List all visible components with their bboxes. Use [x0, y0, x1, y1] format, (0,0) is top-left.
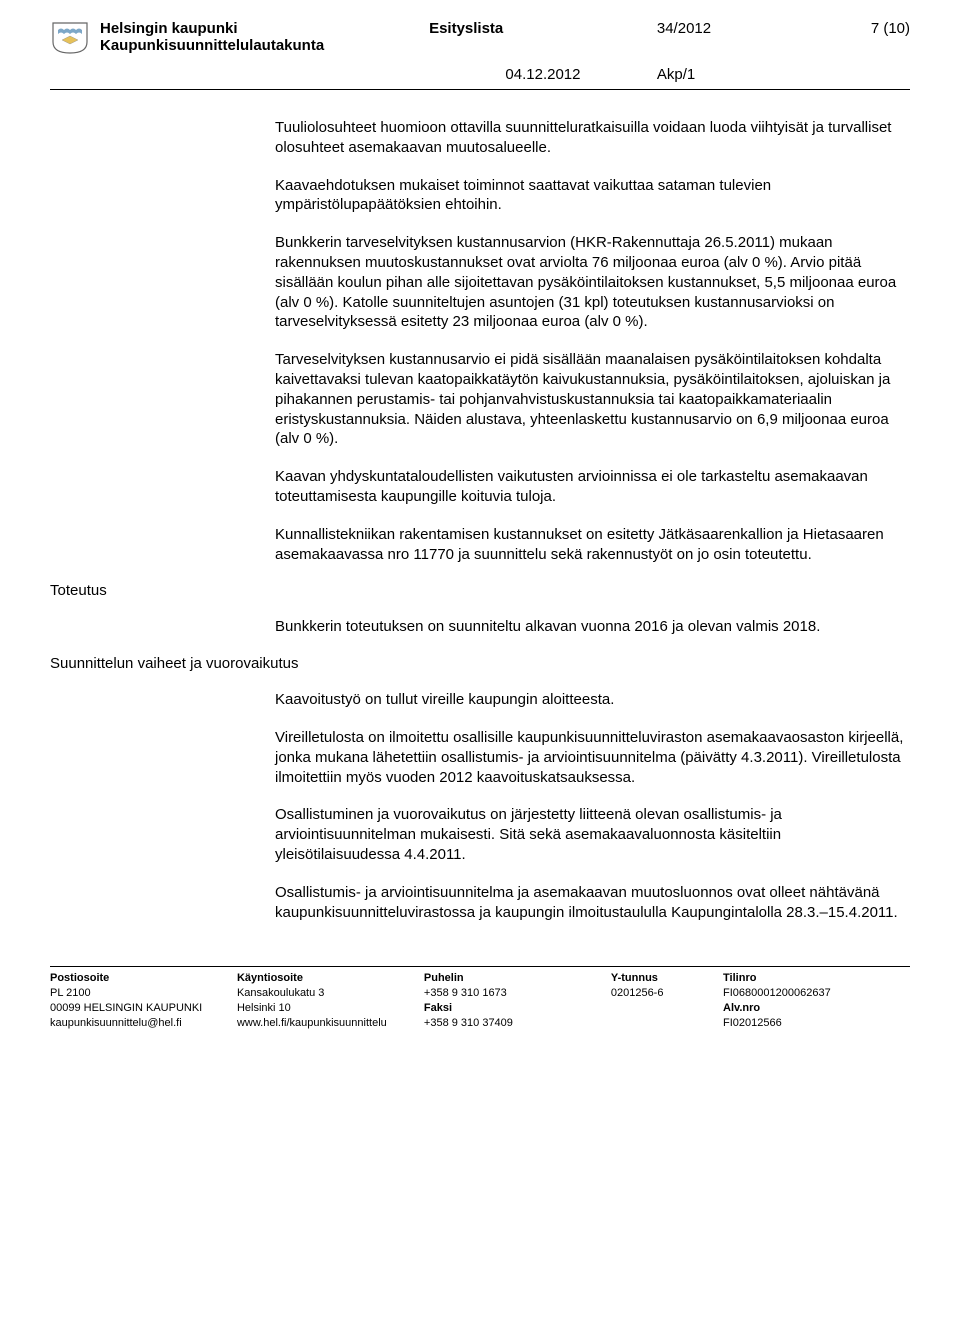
footer-col-puhelin: Puhelin +358 9 310 1673 Faksi +358 9 310…: [424, 971, 611, 1030]
paragraph: Bunkkerin tarveselvityksen kustannusarvi…: [275, 233, 910, 332]
paragraph: Kunnallistekniikan rakentamisen kustannu…: [275, 525, 910, 565]
paragraph: Kaavoitustyö on tullut vireille kaupungi…: [275, 690, 910, 710]
footer-line: FI02012566: [723, 1016, 910, 1031]
paragraph: Tarveselvityksen kustannusarvio ei pidä …: [275, 350, 910, 449]
page-number: 7 (10): [809, 20, 910, 54]
body-text: Tuuliolosuhteet huomioon ottavilla suunn…: [275, 118, 910, 564]
section-heading-toteutus: Toteutus: [50, 582, 275, 599]
footer-heading: Käyntiosoite: [237, 971, 424, 986]
footer-line: Helsinki 10: [237, 1001, 424, 1016]
footer-col-kayntiosoite: Käyntiosoite Kansakoulukatu 3 Helsinki 1…: [237, 971, 424, 1030]
footer-heading: Postiosoite: [50, 971, 237, 986]
footer-heading: Y-tunnus: [611, 971, 723, 986]
footer-line: FI0680001200062637: [723, 986, 910, 1001]
footer-line: kaupunkisuunnittelu@hel.fi: [50, 1016, 237, 1031]
doc-ref: 34/2012: [657, 20, 809, 54]
footer-heading: Puhelin: [424, 971, 611, 986]
section-heading-suunnittelu: Suunnittelun vaiheet ja vuorovaikutus: [50, 655, 910, 672]
page-header: Helsingin kaupunki Kaupunkisuunnittelula…: [50, 20, 910, 90]
footer-heading: Tilinro: [723, 971, 910, 986]
city-crest-logo: [50, 20, 90, 56]
paragraph: Bunkkerin toteutuksen on suunniteltu alk…: [275, 617, 910, 637]
footer-line: 00099 HELSINGIN KAUPUNKI: [50, 1001, 237, 1016]
footer-line: +358 9 310 37409: [424, 1016, 611, 1031]
footer-heading: Faksi: [424, 1001, 611, 1016]
paragraph: Kaavan yhdyskuntataloudellisten vaikutus…: [275, 467, 910, 507]
footer-line: +358 9 310 1673: [424, 986, 611, 1001]
footer-col-ytunnus: Y-tunnus 0201256-6: [611, 971, 723, 1030]
footer-col-tilinro: Tilinro FI0680001200062637 Alv.nro FI020…: [723, 971, 910, 1030]
paragraph: Osallistuminen ja vuorovaikutus on järje…: [275, 805, 910, 864]
org-name-1: Helsingin kaupunki: [100, 20, 429, 37]
footer-line: PL 2100: [50, 986, 237, 1001]
paragraph: Kaavaehdotuksen mukaiset toiminnot saatt…: [275, 176, 910, 216]
org-name-2: Kaupunkisuunnittelulautakunta: [100, 37, 429, 54]
doc-date: 04.12.2012: [429, 66, 657, 83]
footer-line: www.hel.fi/kaupunkisuunnittelu: [237, 1016, 424, 1031]
footer-line: Kansakoulukatu 3: [237, 986, 424, 1001]
doc-type: Esityslista: [429, 20, 657, 54]
paragraph: Vireilletulosta on ilmoitettu osallisill…: [275, 728, 910, 787]
page-footer: Postiosoite PL 2100 00099 HELSINGIN KAUP…: [50, 966, 910, 1030]
footer-col-postiosoite: Postiosoite PL 2100 00099 HELSINGIN KAUP…: [50, 971, 237, 1030]
footer-heading: Alv.nro: [723, 1001, 910, 1016]
paragraph: Tuuliolosuhteet huomioon ottavilla suunn…: [275, 118, 910, 158]
footer-line: 0201256-6: [611, 986, 723, 1001]
paragraph: Osallistumis- ja arviointisuunnitelma ja…: [275, 883, 910, 923]
section-ref: Akp/1: [657, 66, 910, 83]
